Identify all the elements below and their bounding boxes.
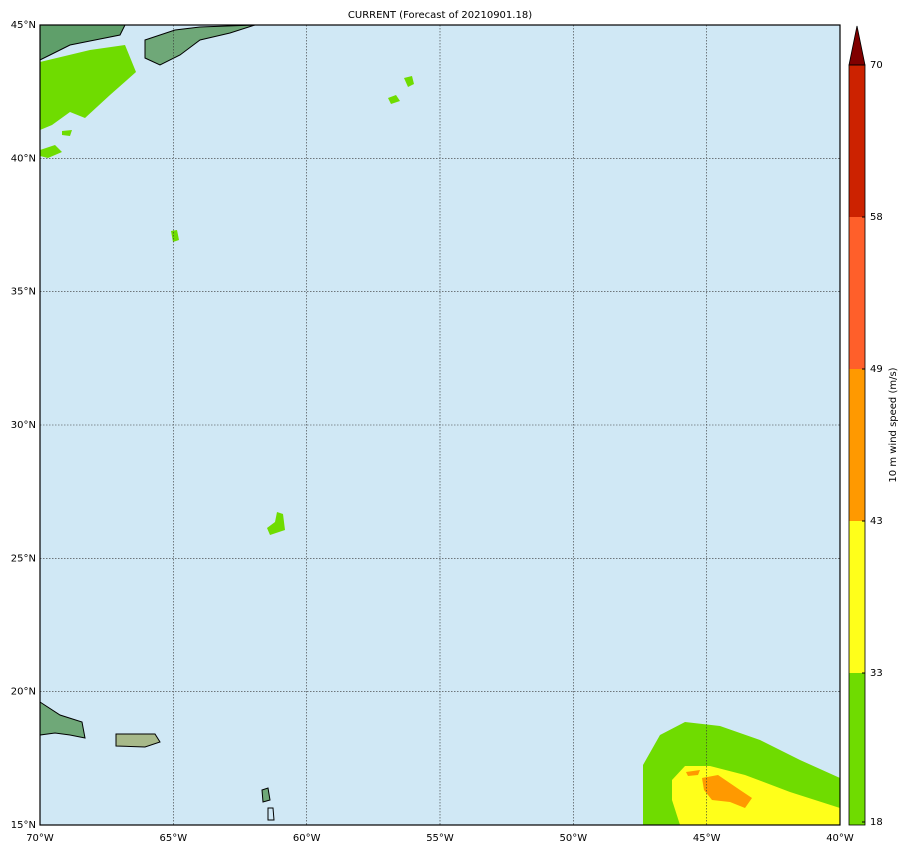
y-tick-label: 20°N <box>11 687 36 698</box>
y-tick-label: 15°N <box>11 820 36 831</box>
x-tick-label: 60°W <box>293 833 321 844</box>
colorbar-segment <box>849 65 865 217</box>
x-tick-label: 50°W <box>560 833 588 844</box>
colorbar-frame <box>848 64 866 826</box>
colorbar-tick-label: 33 <box>870 668 883 679</box>
x-tick-label: 70°W <box>26 833 54 844</box>
x-tick-label: 45°W <box>693 833 721 844</box>
colorbar-segment <box>849 673 865 825</box>
colorbar-segment <box>849 521 865 673</box>
colorbar-extend <box>848 25 866 66</box>
x-tick-label: 55°W <box>426 833 454 844</box>
colorbar-tick-label: 70 <box>870 60 883 71</box>
land <box>39 24 275 821</box>
x-tick-label: 65°W <box>160 833 188 844</box>
colorbar-tick-label: 18 <box>870 817 883 828</box>
colorbar-tick-label: 49 <box>870 364 883 375</box>
wind-areas <box>40 45 840 825</box>
colorbar-label: 10 m wind speed (m/s) <box>888 367 899 482</box>
colorbar-tick-label: 58 <box>870 212 883 223</box>
colorbar-tick-label: 43 <box>870 516 883 527</box>
colorbar-segment <box>849 217 865 369</box>
y-tick-label: 40°N <box>11 153 36 164</box>
colorbar-segment <box>849 369 865 521</box>
map-frame <box>39 24 841 826</box>
x-tick-label: 40°W <box>826 833 854 844</box>
y-tick-label: 45°N <box>11 20 36 31</box>
y-tick-label: 30°N <box>11 420 36 431</box>
y-tick-label: 25°N <box>11 553 36 564</box>
chart-title: CURRENT (Forecast of 20210901.18) <box>348 10 532 21</box>
y-tick-label: 35°N <box>11 287 36 298</box>
